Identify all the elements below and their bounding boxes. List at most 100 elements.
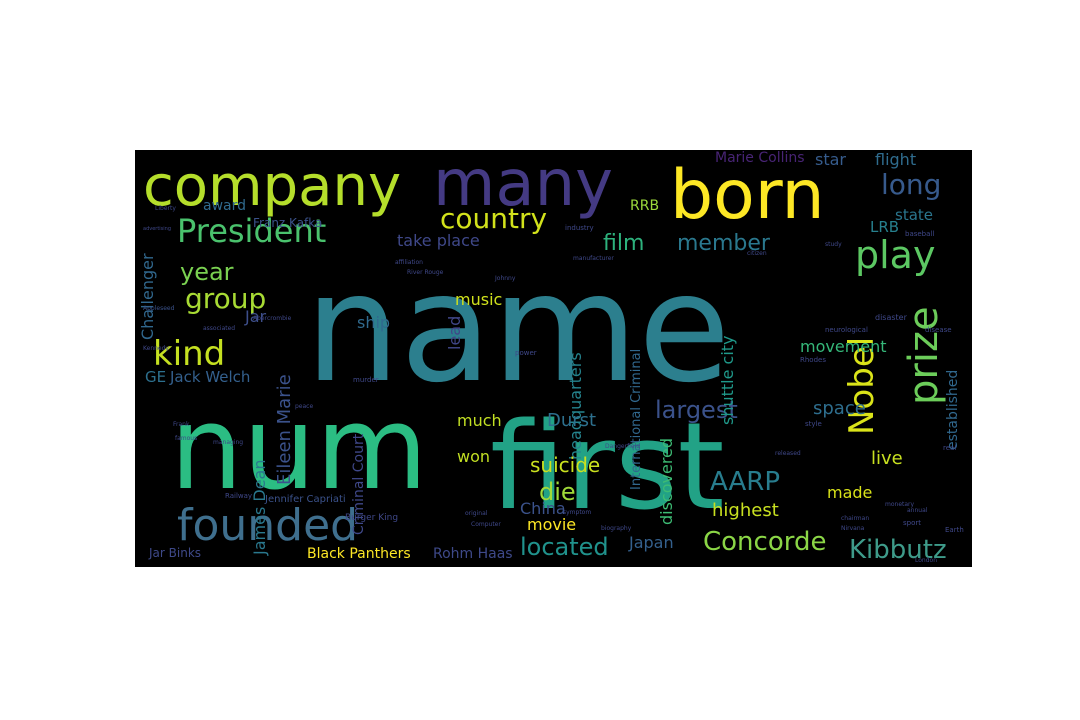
cloud-word: Challenger — [138, 253, 157, 340]
cloud-word: movement — [800, 337, 887, 356]
cloud-word: country — [440, 202, 547, 235]
cloud-word: Railway — [225, 492, 252, 500]
cloud-word: Eileen Marie — [274, 374, 295, 485]
cloud-word: citizen — [747, 250, 767, 257]
cloud-word: group — [185, 282, 266, 315]
cloud-word: style — [805, 420, 822, 428]
cloud-word: established — [945, 370, 961, 450]
cloud-word: disease — [925, 326, 952, 334]
cloud-word: Durst — [547, 410, 596, 431]
cloud-word: largest — [655, 396, 738, 424]
cloud-word: Japan — [628, 533, 674, 552]
cloud-word: Abercrombie — [253, 315, 292, 322]
cloud-word: Appleseed — [143, 305, 175, 312]
cloud-word: born — [670, 156, 825, 235]
cloud-word: long — [881, 168, 941, 201]
cloud-word: located — [520, 533, 609, 561]
cloud-word: peace — [295, 403, 313, 410]
cloud-word: industry — [565, 224, 594, 232]
cloud-word: num — [170, 382, 428, 516]
cloud-word: AARP — [710, 467, 780, 497]
cloud-word: ship — [357, 313, 390, 332]
cloud-word: London — [915, 557, 937, 564]
cloud-word: made — [827, 483, 872, 502]
cloud-word: movie — [527, 515, 576, 534]
cloud-word: highest — [712, 500, 779, 521]
cloud-word: Kennedy — [143, 345, 169, 352]
cloud-word: Johnny — [494, 275, 516, 282]
cloud-word: Earth — [945, 526, 964, 534]
cloud-word: music — [455, 290, 502, 309]
cloud-word: Rohm Haas — [433, 546, 513, 562]
cloud-word: symptom — [563, 509, 591, 516]
cloud-word: Computer — [471, 521, 501, 528]
cloud-word: Marie Collins — [715, 150, 805, 166]
cloud-word: die — [539, 478, 576, 506]
cloud-word: LRB — [870, 218, 899, 236]
cloud-word: power — [515, 349, 537, 357]
cloud-word: space — [813, 398, 866, 419]
cloud-word: take place — [397, 231, 480, 250]
cloud-word: Black Panthers — [307, 546, 411, 562]
cloud-word: associated — [203, 325, 235, 332]
cloud-word: annual — [907, 507, 928, 514]
cloud-word: shuttle city — [718, 335, 737, 425]
cloud-word: chairman — [841, 515, 869, 522]
cloud-word: murder — [353, 376, 379, 384]
cloud-word: President — [177, 212, 326, 250]
cloud-word: International Criminal — [629, 349, 644, 490]
cloud-word: Kibbutz — [849, 535, 947, 565]
cloud-word: Franz Kafka — [253, 216, 322, 230]
cloud-word: award — [203, 198, 246, 214]
cloud-word: famous — [175, 435, 197, 442]
cloud-word: flight — [875, 150, 916, 169]
cloud-word: many — [433, 150, 613, 221]
cloud-word: suicide — [530, 453, 600, 477]
cloud-word: Burger King — [345, 513, 398, 523]
cloud-word: year — [180, 258, 234, 286]
cloud-word: name — [305, 242, 730, 416]
cloud-word: Rhodes — [800, 356, 826, 364]
cloud-word: discovered — [657, 438, 676, 525]
cloud-word: released — [775, 450, 801, 457]
cloud-word: Frank — [173, 421, 190, 428]
cloud-word: affiliation — [395, 259, 423, 266]
cloud-word: Concorde — [703, 527, 826, 557]
cloud-word: Jar Binks — [148, 546, 201, 560]
cloud-word: star — [815, 150, 846, 169]
cloud-word: manufacturer — [573, 255, 614, 262]
cloud-word: much — [457, 411, 502, 430]
cloud-word: GE — [145, 368, 166, 386]
cloud-word: sport — [903, 519, 921, 527]
cloud-word: Liberty — [155, 205, 176, 212]
cloud-word: disaster — [875, 313, 908, 322]
cloud-word: prize — [901, 306, 947, 405]
cloud-word: won — [457, 447, 490, 466]
cloud-word: state — [895, 206, 933, 224]
cloud-word: Criminal Court — [351, 433, 367, 535]
cloud-word: study — [825, 241, 842, 248]
cloud-word: advertising — [143, 226, 171, 232]
cloud-word: RRB — [630, 198, 659, 214]
cloud-word: China — [520, 499, 566, 518]
cloud-word: neurological — [825, 326, 868, 334]
cloud-word: James Dean — [250, 460, 269, 556]
cloud-word: member — [677, 231, 771, 256]
cloud-word: play — [855, 233, 935, 277]
cloud-word: Jennifer Capriati — [264, 494, 346, 505]
cloud-word: Jack Welch — [169, 368, 250, 386]
cloud-word: managing — [213, 439, 243, 446]
cloud-word: original — [465, 510, 488, 517]
cloud-word: real — [943, 444, 956, 452]
cloud-word: first — [490, 398, 725, 537]
cloud-word: River Rouge — [407, 269, 444, 276]
cloud-word: company — [143, 154, 401, 219]
cloud-word: kind — [153, 334, 225, 374]
cloud-word: film — [603, 231, 644, 256]
cloud-word: biography — [601, 525, 632, 532]
cloud-word: Nirvana — [841, 525, 865, 532]
cloud-word: Dangerfield — [605, 443, 640, 450]
cloud-word: live — [871, 448, 903, 469]
